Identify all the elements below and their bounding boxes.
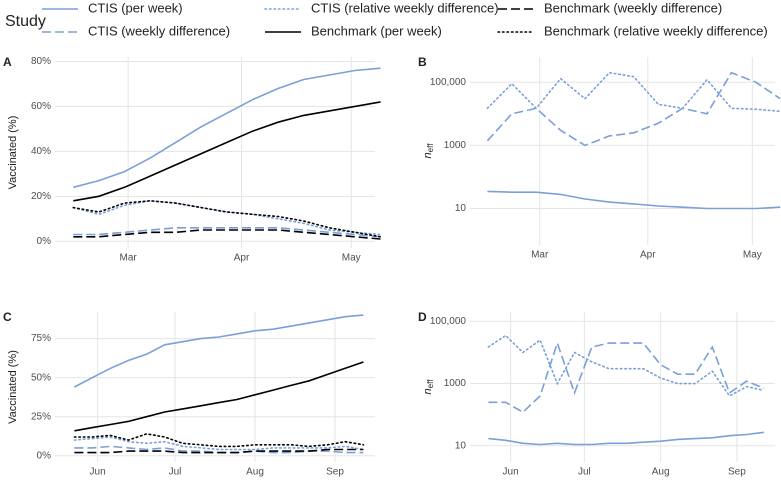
x-tick-label: May bbox=[743, 250, 762, 261]
y-tick-label: 50% bbox=[31, 372, 51, 383]
y-tick-label: 80% bbox=[31, 56, 51, 67]
y-tick-label: 1000 bbox=[444, 140, 467, 151]
legend-title: Study bbox=[5, 13, 46, 30]
x-tick-label: Sep bbox=[728, 467, 746, 478]
y-axis-label-main: Vaccinated (%) bbox=[7, 116, 19, 190]
series-line bbox=[488, 431, 765, 446]
series-line bbox=[486, 71, 781, 113]
legend-label: CTIS (relative weekly difference) bbox=[311, 0, 499, 15]
y-axis-label: Vaccinated (%) bbox=[7, 350, 19, 424]
x-tick-label: Jul bbox=[578, 467, 591, 478]
panel: A 0% 20% 40% 60% 80% Mar Apr May Vaccinated (%) bbox=[3, 55, 382, 264]
y-axis-label: neff bbox=[422, 379, 435, 395]
x-tick-label: Mar bbox=[120, 253, 138, 264]
series-line bbox=[73, 229, 381, 240]
series-line bbox=[72, 199, 382, 236]
legend-label: Benchmark (per week) bbox=[311, 23, 442, 38]
y-tick-label: 10 bbox=[455, 440, 467, 451]
x-tick-label: Sep bbox=[326, 467, 344, 478]
series-line bbox=[488, 340, 765, 414]
y-tick-label: 40% bbox=[31, 146, 51, 157]
y-axis-label-sub: eff bbox=[426, 143, 435, 153]
legend-label: Benchmark (relative weekly difference) bbox=[544, 23, 768, 38]
y-tick-label: 0% bbox=[37, 450, 52, 461]
y-tick-label: 100,000 bbox=[430, 77, 467, 88]
panel: D 10 1000 100,000 Jun Jul Aug Sep neff bbox=[418, 310, 775, 478]
y-tick-label: 60% bbox=[31, 101, 51, 112]
x-tick-label: Jun bbox=[90, 467, 106, 478]
panel-label: C bbox=[3, 310, 12, 324]
y-tick-label: 20% bbox=[31, 191, 51, 202]
x-tick-label: Aug bbox=[652, 467, 670, 478]
series-line bbox=[73, 433, 365, 448]
x-tick-label: Mar bbox=[531, 250, 549, 261]
panel-label: A bbox=[3, 55, 12, 69]
y-axis-label-main: n bbox=[422, 152, 434, 158]
series-line bbox=[74, 314, 364, 388]
series-line bbox=[487, 334, 765, 397]
legend-label: Benchmark (weekly difference) bbox=[544, 0, 722, 15]
panel-label: D bbox=[418, 310, 427, 324]
y-tick-label: 0% bbox=[37, 236, 52, 247]
legend-label: CTIS (weekly difference) bbox=[88, 23, 230, 38]
y-axis-label-sub: eff bbox=[426, 379, 435, 389]
y-tick-label: 1000 bbox=[444, 378, 467, 389]
series-line bbox=[73, 67, 381, 189]
series-line bbox=[73, 101, 381, 202]
panel-label: B bbox=[418, 55, 427, 69]
x-tick-label: Jul bbox=[169, 467, 182, 478]
x-tick-label: Jun bbox=[503, 467, 519, 478]
y-axis-label-main: n bbox=[422, 388, 434, 394]
y-axis-label-main: Vaccinated (%) bbox=[7, 350, 19, 424]
series-line bbox=[74, 361, 364, 432]
y-axis-label: neff bbox=[422, 143, 435, 159]
x-tick-label: Aug bbox=[246, 467, 264, 478]
series-line bbox=[74, 448, 364, 454]
panel: C 0% 25% 50% 75% Jun Jul Aug Sep Vaccinated (%) bbox=[3, 310, 375, 478]
series-line bbox=[73, 436, 365, 451]
series-line bbox=[487, 190, 781, 210]
y-tick-label: 25% bbox=[31, 411, 51, 422]
series-line bbox=[486, 71, 781, 147]
y-tick-label: 100,000 bbox=[430, 316, 467, 327]
y-tick-label: 10 bbox=[455, 203, 467, 214]
panel: B 10 1000 100,000 Mar Apr May neff bbox=[418, 55, 781, 261]
x-tick-label: Apr bbox=[640, 250, 656, 261]
x-tick-label: Apr bbox=[234, 253, 250, 264]
x-tick-label: May bbox=[342, 253, 361, 264]
series-line bbox=[72, 199, 382, 238]
y-tick-label: 75% bbox=[31, 333, 51, 344]
legend-label: CTIS (per week) bbox=[88, 0, 183, 15]
y-axis-label: Vaccinated (%) bbox=[7, 116, 19, 190]
